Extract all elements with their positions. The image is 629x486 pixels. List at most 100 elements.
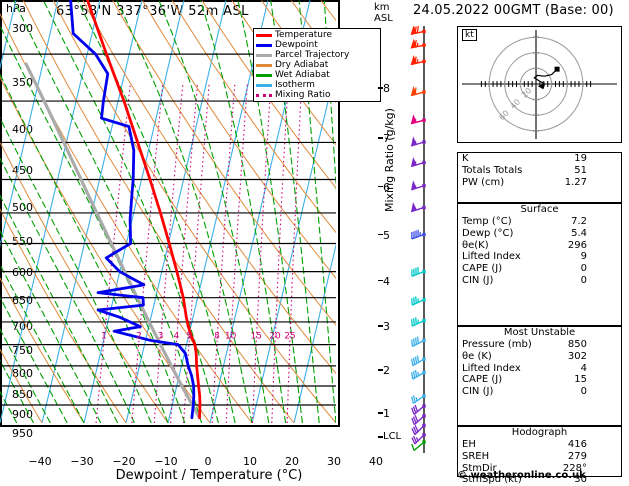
temperature-tick-label: 10	[243, 455, 257, 468]
wind-barb	[411, 355, 426, 367]
temperature-tick-label: 40	[369, 455, 383, 468]
temperature-tick-label: 30	[327, 455, 341, 468]
pressure-tick-label: 350	[12, 76, 33, 90]
wind-barb	[411, 440, 426, 451]
legend-label: Isotherm	[275, 79, 315, 90]
hodograph-ring-label: 20	[520, 86, 534, 100]
index-row: CIN (J) 0	[458, 275, 621, 287]
index-row: StmSpd (kt) 30	[458, 474, 621, 486]
index-row: Pressure (mb) 850	[458, 339, 621, 351]
altitude-tick-mark	[378, 412, 383, 414]
wind-barb	[410, 26, 426, 35]
wind-barb	[411, 423, 426, 436]
wind-barb	[410, 136, 426, 147]
altitude-axis: 1 2 3 4 5 6 7 8 LCL	[378, 26, 404, 453]
altitude-tick-label: 7	[383, 132, 390, 146]
pressure-tick-label: 800	[12, 366, 33, 380]
wind-barb	[410, 86, 426, 97]
index-value: 5.4	[571, 227, 587, 239]
index-row: EH 416	[458, 439, 621, 451]
hodograph-ring-label: 60	[497, 109, 511, 123]
wind-barb	[411, 404, 426, 415]
dewpoint-line	[69, 0, 196, 420]
index-key: StmSpd (kt)	[462, 474, 522, 486]
legend-item: Dry Adiabat	[256, 60, 378, 70]
lcl-label: LCL	[383, 431, 402, 443]
station-title: 63°58'N 337°36'W 52m ASL	[56, 4, 249, 19]
svg-text:1: 1	[101, 332, 107, 342]
svg-text:3: 3	[158, 332, 164, 342]
altitude-tick-mark	[378, 233, 383, 236]
panel-title: Surface	[520, 204, 559, 215]
wind-barb	[410, 55, 426, 66]
legend-label: Dry Adiabat	[275, 59, 329, 70]
datetime-title: 24.05.2022 00GMT (Base: 00)	[413, 3, 614, 18]
hodograph-ring-label: 40	[509, 97, 523, 111]
index-value: 51	[574, 164, 587, 176]
legend-color-swatch	[256, 73, 272, 77]
wind-barb	[410, 180, 426, 191]
index-value: 7.2	[571, 216, 587, 227]
altitude-tick-mark	[378, 369, 383, 371]
svg-text:10: 10	[225, 332, 237, 342]
wind-barb	[411, 296, 426, 306]
pressure-tick-label: 750	[12, 343, 33, 357]
index-key: CIN (J)	[462, 274, 494, 286]
index-row: θe (K) 302	[458, 351, 621, 363]
index-value: 1.27	[564, 176, 587, 188]
copyright-label: © weatheronline.co.uk	[457, 470, 586, 481]
lcl-tick-mark	[378, 436, 383, 438]
index-row: StmDir 228°	[458, 463, 621, 475]
parcel-trajectory-line	[24, 62, 202, 420]
index-value: 416	[567, 439, 587, 450]
legend-label: Dewpoint	[275, 39, 318, 50]
mixing-ratio-labels: 1 2 3 4 5 8 10 15 20 25	[101, 332, 296, 342]
altitude-tick-label: 3	[383, 320, 390, 334]
legend-label: Parcel Trajectory	[275, 49, 350, 60]
altitude-tick-label: 4	[383, 275, 390, 288]
index-row: PW (cm) 1.27	[458, 177, 621, 189]
temperature-tick-label: 0	[204, 455, 212, 468]
legend-label: Temperature	[275, 29, 333, 40]
svg-text:15: 15	[251, 332, 262, 342]
temperature-tick-label: −40	[28, 455, 52, 468]
index-key: CAPE (J)	[462, 374, 503, 386]
wind-barb	[411, 336, 426, 348]
legend-color-swatch	[256, 43, 272, 47]
skewt-canvas: 1 2 3 4 5 8 10 15 20 25	[0, 0, 336, 423]
legend-item: Isotherm	[256, 80, 378, 90]
wind-barb	[410, 202, 426, 213]
index-row: SREH 279	[458, 451, 621, 463]
index-row: Dewp (°C) 5.4	[458, 228, 621, 240]
wind-barb	[410, 38, 426, 49]
wind-barb	[411, 394, 426, 404]
mixing-ratio-axis-title: Mixing Ratio (g/kg)	[383, 108, 396, 212]
legend-item: Parcel Trajectory	[256, 50, 378, 60]
index-value: 4	[580, 362, 587, 374]
asl-unit-label: ASL	[374, 13, 393, 24]
pressure-tick-label: 850	[12, 387, 33, 401]
svg-text:8: 8	[214, 332, 220, 342]
svg-text:5: 5	[186, 332, 192, 342]
legend-color-swatch	[256, 53, 272, 57]
temperature-tick-label: −10	[154, 455, 178, 468]
panel-title: Most Unstable	[503, 327, 576, 338]
index-value: 279	[567, 450, 587, 462]
legend-item: Wet Adiabat	[256, 70, 378, 80]
legend-item: Mixing Ratio	[256, 90, 378, 100]
legend-color-swatch	[256, 93, 272, 97]
altitude-tick-mark	[378, 137, 383, 139]
index-key: StmDir	[462, 462, 497, 474]
wind-barb	[410, 114, 426, 125]
temperature-tick-label: −20	[112, 455, 136, 468]
legend-item: Temperature	[256, 30, 378, 40]
wind-barb	[411, 369, 426, 380]
km-unit-label: km	[374, 2, 390, 13]
wind-barb-column	[410, 26, 426, 453]
wind-barb	[410, 156, 426, 168]
pressure-tick-label: 950	[12, 426, 33, 440]
temperature-axis: −40 −30 −20 −10 0 10 20 30 40	[0, 455, 420, 469]
index-value: 30	[574, 474, 587, 486]
